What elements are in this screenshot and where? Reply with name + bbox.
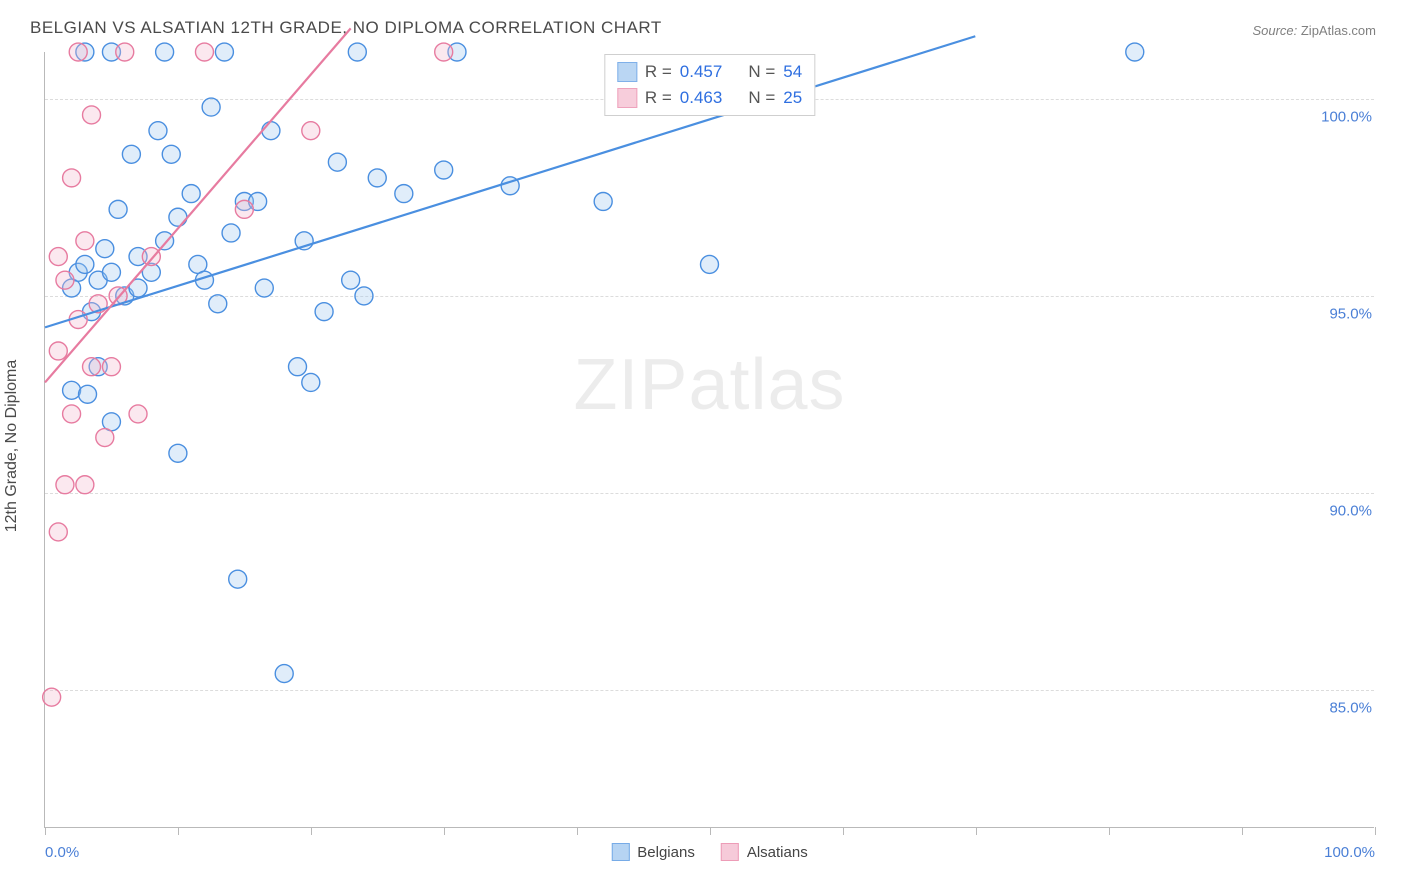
data-point [63,169,81,187]
legend-swatch-icon [611,843,629,861]
data-point [202,98,220,116]
data-point [76,232,94,250]
data-point [49,248,67,266]
trendline [45,28,351,382]
data-point [49,342,67,360]
data-point [342,271,360,289]
x-tick [1242,827,1243,835]
x-tick [1375,827,1376,835]
data-point [116,43,134,61]
data-point [209,295,227,313]
data-point [289,358,307,376]
data-point [122,145,140,163]
data-point [195,43,213,61]
data-point [102,358,120,376]
legend-n-label: N = [748,85,775,111]
data-point [156,43,174,61]
data-point [255,279,273,297]
data-point [701,255,719,273]
data-point [142,248,160,266]
data-point [83,358,101,376]
data-point [96,240,114,258]
x-tick [843,827,844,835]
data-point [83,106,101,124]
legend-r-value: 0.457 [680,59,723,85]
data-point [435,43,453,61]
data-point [156,232,174,250]
legend-r-label: R = [645,85,672,111]
data-point [368,169,386,187]
data-point [262,122,280,140]
x-tick [45,827,46,835]
data-point [49,523,67,541]
data-point [302,373,320,391]
trendline [45,36,975,327]
legend-swatch-icon [617,62,637,82]
source-credit: Source: ZipAtlas.com [1252,23,1376,38]
x-tick [444,827,445,835]
source-name: ZipAtlas.com [1301,23,1376,38]
data-point [275,665,293,683]
legend-n-label: N = [748,59,775,85]
data-point [129,405,147,423]
data-point [76,476,94,494]
data-point [69,43,87,61]
legend-series-name: Alsatians [747,844,808,861]
data-point [222,224,240,242]
data-point [63,381,81,399]
data-point [43,688,61,706]
data-point [102,263,120,281]
data-point [302,122,320,140]
data-point [594,193,612,211]
data-point [435,161,453,179]
data-point [169,444,187,462]
header: BELGIAN VS ALSATIAN 12TH GRADE, NO DIPLO… [0,0,1406,46]
data-point [56,271,74,289]
data-point [162,145,180,163]
legend-item: Belgians [611,843,695,861]
correlation-legend: R = 0.457 N = 54 R = 0.463 N = 25 [604,54,815,116]
legend-swatch-icon [721,843,739,861]
data-point [96,429,114,447]
legend-item: Alsatians [721,843,808,861]
data-point [79,385,97,403]
data-point [76,255,94,273]
legend-row: R = 0.457 N = 54 [617,59,802,85]
data-point [215,43,233,61]
data-point [315,303,333,321]
x-tick [311,827,312,835]
legend-series-name: Belgians [637,844,695,861]
data-point [229,570,247,588]
legend-swatch-icon [617,88,637,108]
scatter-svg [45,52,1374,827]
legend-r-value: 0.463 [680,85,723,111]
x-tick-label: 0.0% [45,844,79,861]
data-point [328,153,346,171]
x-tick [976,827,977,835]
legend-r-label: R = [645,59,672,85]
source-prefix: Source: [1252,23,1300,38]
x-tick [1109,827,1110,835]
y-axis-label: 12th Grade, No Diploma [3,360,21,533]
data-point [235,200,253,218]
x-tick [178,827,179,835]
x-tick [710,827,711,835]
x-tick-label: 100.0% [1324,844,1375,861]
data-point [169,208,187,226]
data-point [182,185,200,203]
x-tick [577,827,578,835]
legend-n-value: 25 [783,85,802,111]
plot-area: 85.0%90.0%95.0%100.0%0.0%100.0% ZIPatlas… [44,52,1374,828]
data-point [395,185,413,203]
series-legend: Belgians Alsatians [611,843,807,861]
data-point [355,287,373,305]
data-point [63,405,81,423]
data-point [56,476,74,494]
data-point [109,200,127,218]
data-point [1126,43,1144,61]
legend-n-value: 54 [783,59,802,85]
legend-row: R = 0.463 N = 25 [617,85,802,111]
data-point [348,43,366,61]
data-point [149,122,167,140]
